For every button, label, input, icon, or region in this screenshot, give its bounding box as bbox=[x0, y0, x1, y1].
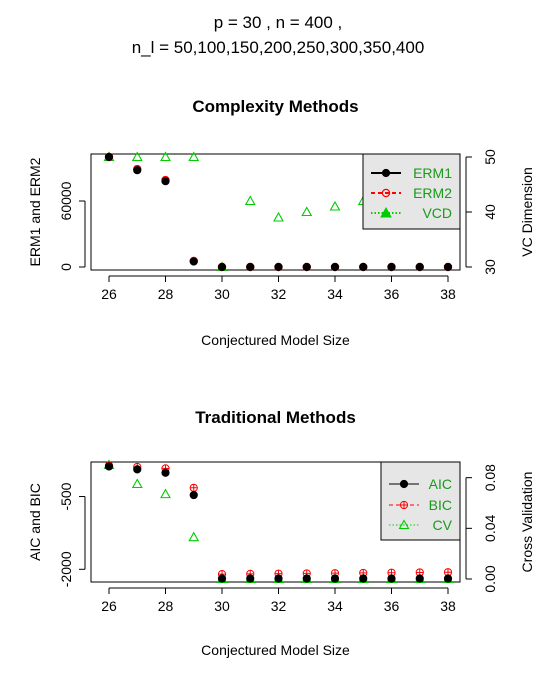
legend-label-erm1: ERM1 bbox=[413, 165, 452, 181]
point-erm1 bbox=[217, 262, 227, 272]
x-tick-label: 32 bbox=[271, 598, 287, 614]
point-aic bbox=[246, 574, 255, 583]
point-aic bbox=[189, 490, 198, 500]
point-aic bbox=[161, 468, 170, 477]
point-erm1 bbox=[133, 166, 142, 175]
chart-title: Traditional Methods bbox=[195, 408, 356, 427]
point-erm1 bbox=[189, 257, 198, 266]
legend-label-vcd: VCD bbox=[422, 205, 452, 221]
y2-tick-label: 0.08 bbox=[482, 464, 498, 491]
x-axis-label: Conjectured Model Size bbox=[201, 332, 350, 348]
y-tick-label: -500 bbox=[58, 482, 74, 510]
legend: AIC BIC CV bbox=[380, 461, 461, 541]
legend-marker-bic bbox=[399, 500, 409, 510]
point-aic bbox=[274, 574, 283, 583]
point-aic bbox=[133, 465, 142, 474]
point-aic bbox=[359, 574, 368, 583]
point-erm1 bbox=[274, 262, 283, 272]
legend-label-cv: CV bbox=[433, 517, 453, 533]
header-line-1: p = 30 , n = 400 , bbox=[214, 13, 343, 32]
point-vcd bbox=[131, 151, 143, 162]
point-cv bbox=[131, 478, 143, 489]
x-tick-label: 26 bbox=[101, 598, 117, 614]
legend-label-bic: BIC bbox=[429, 497, 452, 513]
x-tick-label: 38 bbox=[440, 598, 456, 614]
chart-title: Complexity Methods bbox=[192, 97, 358, 116]
point-erm1 bbox=[359, 262, 368, 272]
point-erm1 bbox=[246, 262, 255, 272]
legend-marker-vcd-filled bbox=[380, 206, 392, 218]
x-tick-label: 28 bbox=[158, 598, 174, 614]
x-tick-label: 28 bbox=[158, 286, 174, 302]
point-aic bbox=[415, 574, 424, 583]
legend-box bbox=[362, 153, 461, 230]
point-aic bbox=[104, 462, 114, 471]
x-tick-label: 36 bbox=[384, 286, 400, 302]
point-bic-cross bbox=[190, 484, 198, 492]
legend-label-erm2: ERM2 bbox=[413, 185, 452, 201]
chart-panel-1: Complexity Methods Conjectured Model Size… bbox=[27, 97, 535, 348]
point-vcd bbox=[188, 151, 200, 162]
point-aic bbox=[302, 574, 311, 583]
point-erm1 bbox=[387, 262, 396, 272]
y2-tick-label: 0.04 bbox=[482, 514, 498, 541]
point-vcd bbox=[273, 211, 284, 222]
y2-axis-label: Cross Validation bbox=[519, 472, 535, 573]
point-cv bbox=[188, 531, 200, 542]
legend-marker-aic bbox=[399, 479, 409, 489]
point-erm1 bbox=[415, 262, 424, 272]
point-cv bbox=[160, 488, 171, 499]
point-erm1 bbox=[161, 177, 170, 186]
point-aic bbox=[387, 574, 396, 583]
y-axis-label: AIC and BIC bbox=[27, 483, 43, 561]
y-tick-label: 60000 bbox=[58, 181, 74, 220]
legend: ERM1 ERM2 VCD bbox=[362, 153, 461, 230]
point-bic bbox=[189, 483, 198, 492]
y-tick-label: -2000 bbox=[58, 551, 74, 587]
x-tick-label: 34 bbox=[327, 286, 343, 302]
x-tick-label: 38 bbox=[440, 286, 456, 302]
x-axis-label: Conjectured Model Size bbox=[201, 642, 350, 658]
x-tick-label: 34 bbox=[327, 598, 343, 614]
x-tick-label: 32 bbox=[271, 286, 287, 302]
point-erm1 bbox=[104, 152, 114, 162]
legend-marker-erm2 bbox=[381, 188, 391, 198]
y-tick-label: 0 bbox=[58, 263, 74, 271]
legend-marker-bic-cross bbox=[400, 501, 408, 509]
chart-panel-2: Traditional Methods Conjectured Model Siz… bbox=[27, 408, 535, 658]
legend-marker-erm1 bbox=[381, 168, 391, 178]
point-aic bbox=[443, 574, 453, 583]
point-vcd bbox=[244, 195, 256, 206]
point-erm1 bbox=[330, 262, 340, 272]
series-aic bbox=[104, 462, 453, 583]
y2-tick-label: 50 bbox=[482, 149, 498, 165]
point-erm1 bbox=[443, 262, 453, 272]
point-aic bbox=[217, 574, 227, 583]
legend-box bbox=[380, 461, 461, 541]
y2-tick-label: 40 bbox=[482, 204, 498, 220]
y-axis-label: ERM1 and ERM2 bbox=[27, 157, 43, 266]
point-erm1 bbox=[302, 262, 311, 272]
x-tick-label: 30 bbox=[214, 598, 230, 614]
y2-tick-label: 0.00 bbox=[482, 565, 498, 592]
series-erm1 bbox=[104, 152, 453, 272]
point-aic bbox=[330, 574, 340, 583]
y2-tick-label: 30 bbox=[482, 259, 498, 275]
point-vcd bbox=[301, 206, 313, 217]
x-tick-label: 36 bbox=[384, 598, 400, 614]
y2-axis-label: VC Dimension bbox=[519, 167, 535, 256]
legend-marker-cv bbox=[398, 519, 410, 530]
x-tick-label: 26 bbox=[101, 286, 117, 302]
x-tick-label: 30 bbox=[214, 286, 230, 302]
point-vcd bbox=[329, 200, 341, 211]
header-line-2: n_l = 50,100,150,200,250,300,350,400 bbox=[132, 38, 425, 57]
point-vcd bbox=[160, 151, 171, 162]
legend-label-aic: AIC bbox=[429, 476, 452, 492]
